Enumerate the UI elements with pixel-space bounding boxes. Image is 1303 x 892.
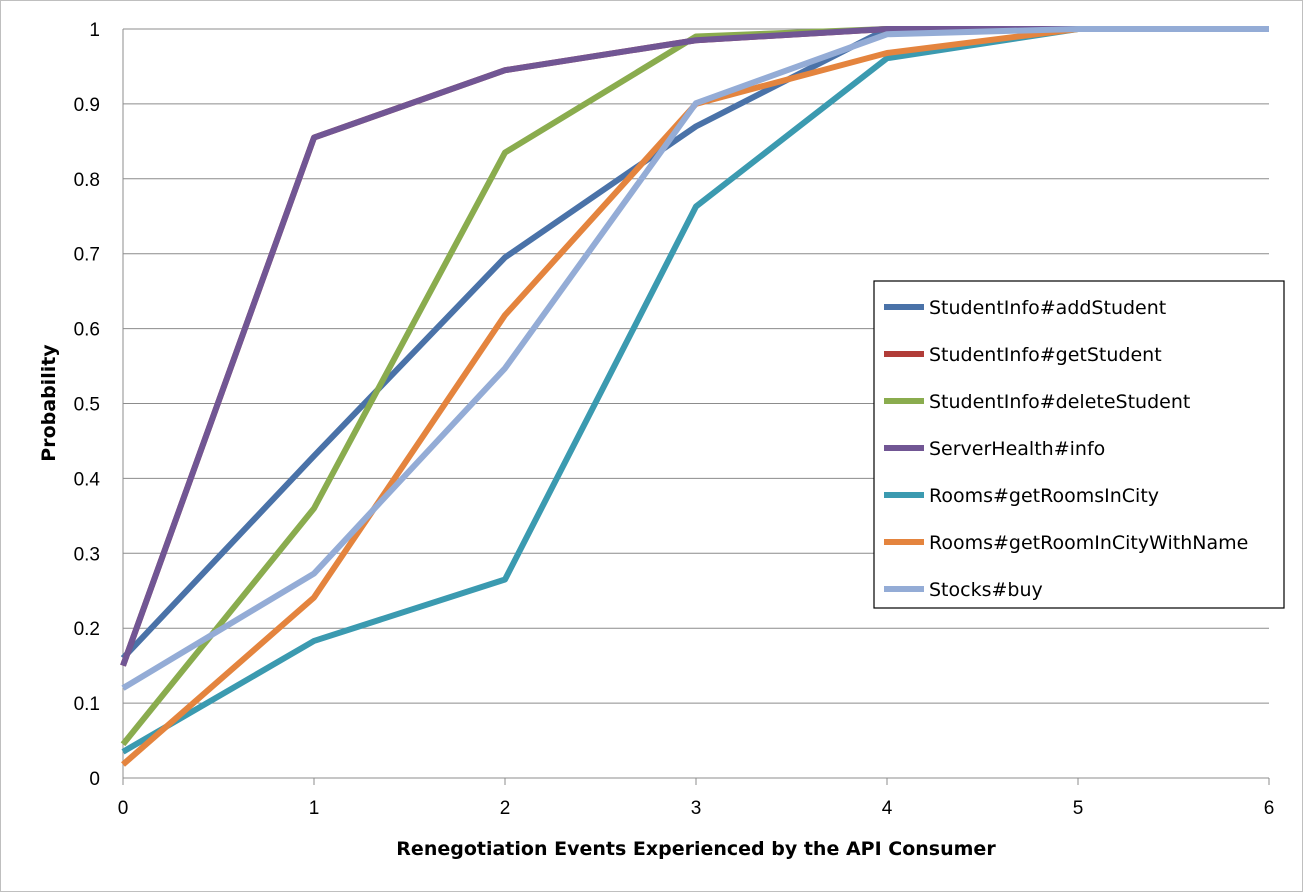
x-tick-labels: 0 1 2 3 4 5 6 (118, 798, 1275, 819)
series-line-stocks-buy (121, 26, 1269, 691)
y-tick-label: 0.5 (74, 395, 100, 416)
y-tick-label: 0.9 (74, 95, 100, 116)
x-tick-label: 4 (882, 798, 893, 819)
y-tick-label: 0.1 (74, 694, 100, 715)
legend-label-studentinfo-addstudent: StudentInfo#addStudent (929, 297, 1166, 319)
y-axis-title: Probability (38, 344, 60, 462)
legend-label-rooms-getroomincitywithname: Rooms#getRoomInCityWithName (929, 532, 1248, 554)
legend-label-studentinfo-getstudent: StudentInfo#getStudent (929, 344, 1162, 366)
y-tick-label: 1 (89, 20, 100, 41)
x-tick-label: 1 (309, 798, 320, 819)
x-tick-label: 5 (1073, 798, 1084, 819)
y-tick-label: 0.6 (74, 320, 100, 341)
legend-label-stocks-buy: Stocks#buy (929, 579, 1043, 601)
y-tick-label: 0 (89, 769, 100, 790)
x-tick-label: 2 (500, 798, 511, 819)
y-tick-labels: 0 0.1 0.2 0.3 0.4 0.5 0.6 0.7 0.8 0.9 1 (74, 20, 101, 790)
y-tick-label: 0.7 (74, 245, 100, 266)
x-tick-label: 3 (691, 798, 702, 819)
x-axis-title: Renegotiation Events Experienced by the … (396, 838, 996, 860)
x-tick-label: 0 (118, 798, 129, 819)
x-tick-label: 6 (1264, 798, 1275, 819)
legend-label-studentinfo-deletestudent: StudentInfo#deleteStudent (929, 391, 1190, 413)
y-tick-label: 0.3 (74, 544, 100, 565)
series-lines (120, 26, 1269, 767)
y-tick-label: 0.2 (74, 619, 100, 640)
legend-box (873, 280, 1285, 609)
legend-label-rooms-getroomsincity: Rooms#getRoomsInCity (929, 485, 1159, 507)
legend-label-serverhealth-info: ServerHealth#info (929, 438, 1105, 460)
y-tick-label: 0.8 (74, 170, 100, 191)
axes (122, 29, 1270, 785)
y-tick-label: 0.4 (74, 469, 101, 490)
legend: StudentInfo#addStudent StudentInfo#getStu… (873, 280, 1285, 609)
